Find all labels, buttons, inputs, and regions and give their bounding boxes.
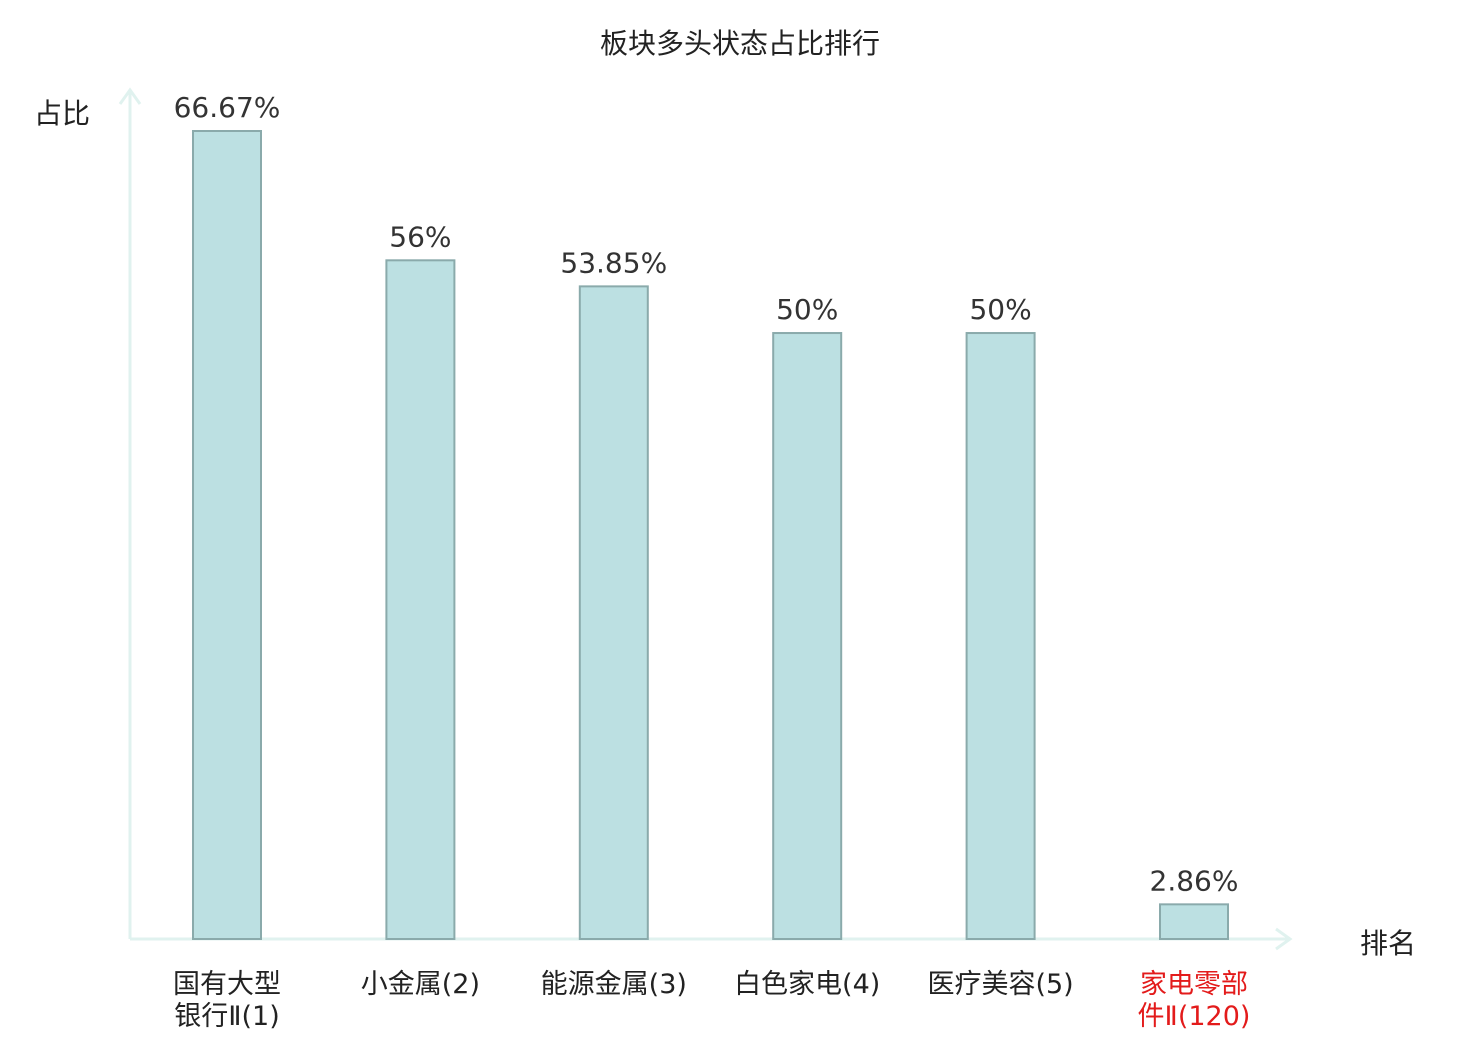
bar [965,332,1036,941]
category-tick-label: 能源金属(3) [541,969,687,1000]
bar [192,130,262,940]
x-axis-arrow [1275,927,1293,951]
category-tick-label: 白色家电(4) [734,969,880,1000]
bar-value-label: 50% [776,293,838,326]
bar-value-label: 56% [389,220,451,253]
bar-value-label: 50% [969,293,1031,326]
category-tick-label: 家电零部 [1140,969,1248,1000]
bar [385,259,456,940]
bar [578,285,649,941]
category-tick-label: 国有大型 [173,969,281,1000]
chart-title: 板块多头状态占比排行 [599,27,880,60]
category-tick-label: 银行Ⅱ(1) [174,1001,280,1032]
bar [1159,903,1229,941]
bar-value-label: 66.67% [174,91,281,124]
axes [118,87,1293,951]
bar [772,332,843,941]
y-axis-label: 占比 [34,97,91,130]
bar-value-label: 2.86% [1150,864,1239,897]
category-tick-label: 医疗美容(5) [927,969,1073,1000]
bars [192,130,1229,941]
category-tick-label: 件Ⅱ(120) [1138,1001,1251,1032]
bar-value-label: 53.85% [560,246,667,279]
x-axis-label: 排名 [1360,927,1417,960]
y-axis-arrow [118,87,142,105]
category-tick-label: 小金属(2) [361,969,480,1000]
value-labels: 66.67% 56% 53.85% 50% 50% 2.86% [174,91,1239,897]
